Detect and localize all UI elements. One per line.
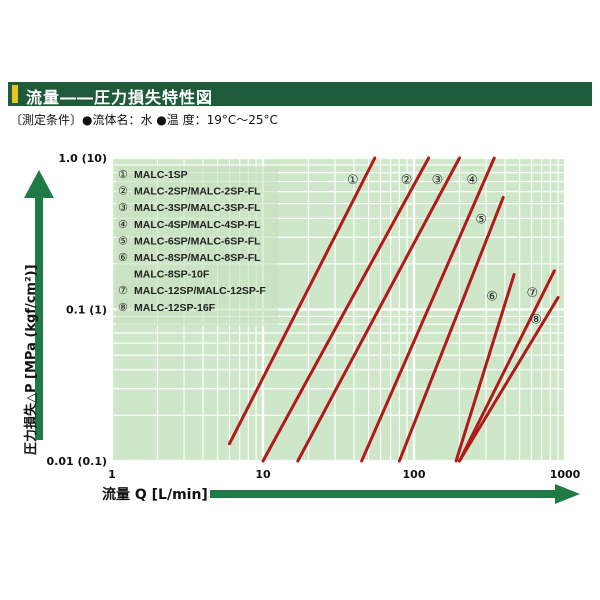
x-axis-arrow — [210, 484, 580, 504]
x-tick-label: 1000 — [550, 468, 581, 481]
chart-title: 流量――圧力損失特性図 — [26, 88, 214, 107]
legend-entry: MALC-8SP-10F — [134, 269, 210, 281]
legend-marker: ⑥ — [118, 251, 128, 264]
legend-marker: ⑦ — [118, 284, 128, 297]
legend-entry: MALC-12SP-16F — [134, 302, 216, 314]
series-label: ⑤ — [475, 212, 487, 227]
series-lines — [228, 156, 560, 463]
x-axis-label: 流量 Q [L/min] — [102, 486, 208, 503]
y-tick-label: 0.01 (0.1) — [46, 455, 107, 468]
legend-entry: MALC-8SP/MALC-8SP-FL — [134, 252, 261, 264]
x-tick-label: 10 — [255, 468, 271, 481]
legend-marker: ④ — [118, 218, 128, 231]
series-line — [228, 156, 377, 446]
series-label: ⑦ — [527, 286, 539, 301]
series-line — [397, 195, 505, 463]
chart-title-bar: 流量――圧力損失特性図 — [8, 82, 592, 107]
series-line — [360, 156, 496, 463]
series-labels: ① ② ③ ④ ⑤ ⑥ ⑦ ⑧ — [347, 173, 542, 328]
y-tick-label: 1.0 (10) — [58, 152, 107, 165]
y-tick-labels: 1.0 (10) 0.1 (1) 0.01 (0.1) — [46, 152, 107, 468]
series-line — [454, 273, 516, 463]
legend-entry: MALC-3SP/MALC-3SP-FL — [134, 202, 261, 214]
legend-entry: MALC-1SP — [134, 169, 188, 181]
x-tick-label: 100 — [403, 468, 426, 481]
series-label: ④ — [466, 173, 478, 188]
series-label: ③ — [432, 173, 444, 188]
legend: ① MALC-1SP ② MALC-2SP/MALC-2SP-FL ③ MALC-3SP/… — [118, 168, 266, 314]
y-axis-label: 圧力損失△P [MPa (kgf/cm²)] — [23, 264, 39, 455]
series-line — [457, 269, 556, 463]
legend-marker: ⑤ — [118, 234, 128, 247]
legend-entry: MALC-6SP/MALC-6SP-FL — [134, 235, 261, 247]
series-label: ① — [347, 173, 359, 188]
series-line — [296, 156, 461, 463]
series-label: ② — [401, 173, 413, 188]
legend-box — [116, 166, 278, 326]
y-tick-label: 0.1 (1) — [66, 304, 107, 317]
legend-entry: MALC-4SP/MALC-4SP-FL — [134, 219, 261, 231]
series-label: ⑧ — [530, 313, 542, 328]
series-label: ⑥ — [486, 290, 498, 305]
legend-marker: ⑧ — [118, 301, 128, 314]
measurement-conditions: 〔測定条件〕●流体名：水 ●温 度：19°C～25°C — [10, 113, 278, 127]
x-tick-labels: 1 10 100 1000 — [108, 468, 580, 481]
x-tick-label: 1 — [108, 468, 116, 481]
legend-marker: ① — [118, 168, 128, 181]
legend-entry: MALC-12SP/MALC-12SP-F — [134, 285, 266, 297]
legend-marker: ② — [118, 185, 128, 198]
title-accent-mark — [12, 85, 18, 103]
legend-marker: ③ — [118, 201, 128, 214]
y-axis-arrow — [24, 170, 54, 440]
series-line — [261, 156, 431, 463]
legend-entry: MALC-2SP/MALC-2SP-FL — [134, 186, 261, 198]
series-line — [457, 296, 560, 463]
